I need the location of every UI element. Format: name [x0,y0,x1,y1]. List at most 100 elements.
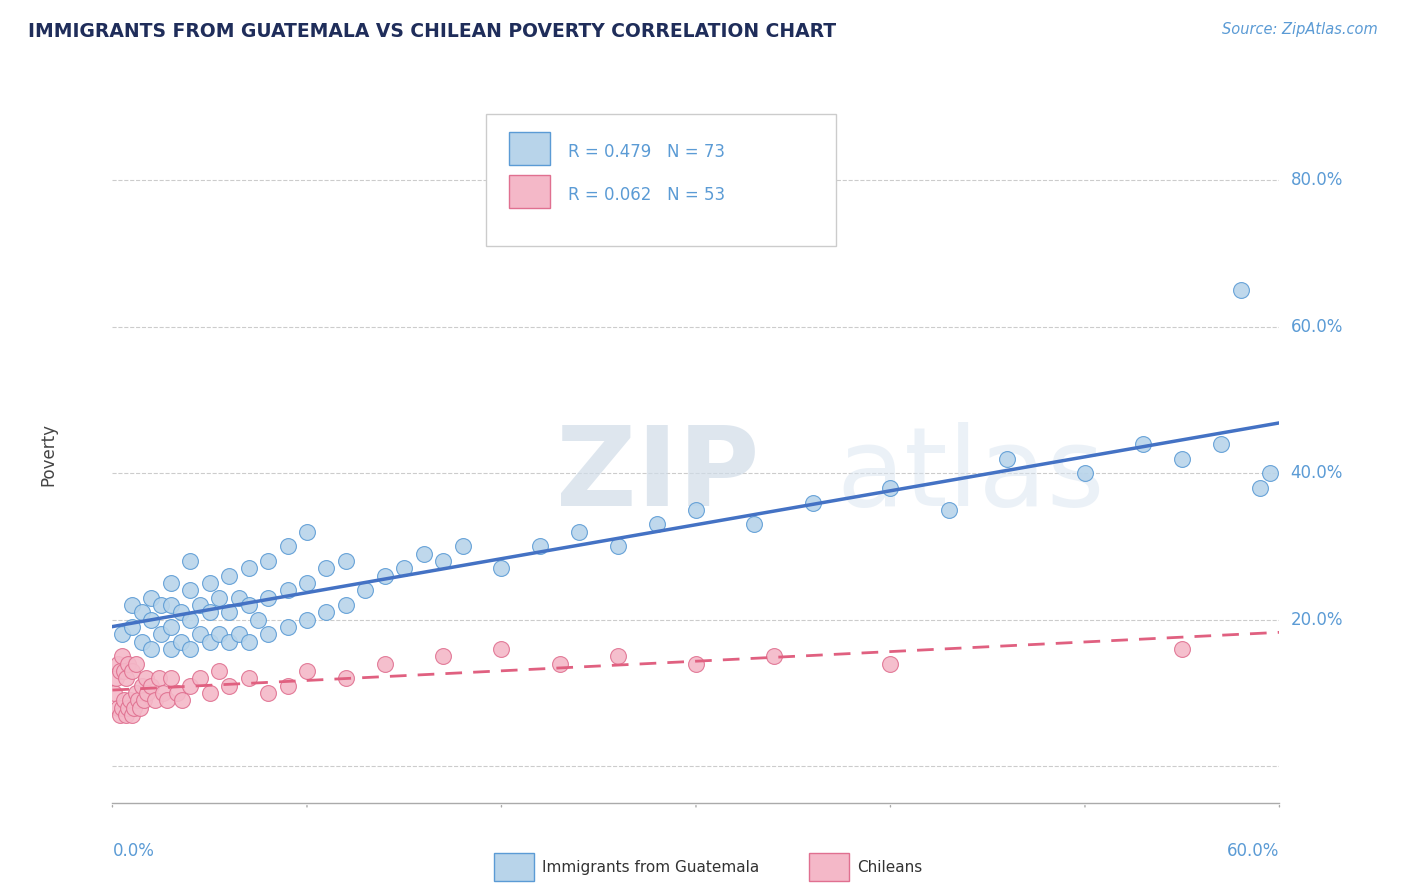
Point [166,686,188,700]
Point [315,561,337,575]
Point [152,686,174,700]
Point [374,568,396,582]
Point [257,591,280,605]
Text: 60.0%: 60.0% [1291,318,1343,335]
Point [141,679,163,693]
Point [938,503,960,517]
Point [432,649,454,664]
Point [179,554,201,568]
Point [111,700,134,714]
Point [111,649,134,664]
Text: atlas: atlas [837,422,1105,529]
Point [218,606,240,620]
Point [1258,467,1281,481]
Point [228,591,250,605]
Point [188,627,211,641]
Point [141,642,163,657]
Point [179,613,201,627]
Point [276,620,298,634]
Point [179,642,201,657]
FancyBboxPatch shape [509,175,550,208]
Point [131,679,153,693]
Point [208,627,231,641]
Point [1132,437,1154,451]
Point [172,693,194,707]
Point [491,561,513,575]
Point [529,540,551,554]
Point [122,700,145,714]
Point [103,686,125,700]
Point [150,627,173,641]
Text: 60.0%: 60.0% [1227,842,1279,860]
Point [568,524,591,539]
Point [141,591,163,605]
Point [121,707,143,722]
Point [315,606,337,620]
Point [169,606,191,620]
Point [117,700,139,714]
Point [148,671,170,685]
Point [160,576,183,591]
Point [218,679,240,693]
Text: Chileans: Chileans [858,860,922,875]
Point [136,686,159,700]
Text: 80.0%: 80.0% [1291,171,1343,189]
Point [238,634,260,648]
Point [335,554,357,568]
Point [110,707,132,722]
Point [128,700,150,714]
Point [208,591,231,605]
Point [879,481,901,495]
Point [121,664,143,678]
Point [125,657,148,671]
Text: Source: ZipAtlas.com: Source: ZipAtlas.com [1222,22,1378,37]
Text: Poverty: Poverty [39,424,58,486]
Point [110,664,132,678]
Text: IMMIGRANTS FROM GUATEMALA VS CHILEAN POVERTY CORRELATION CHART: IMMIGRANTS FROM GUATEMALA VS CHILEAN POV… [28,22,837,41]
Point [118,693,141,707]
Point [135,671,157,685]
Point [645,517,668,532]
Point [801,495,824,509]
Point [121,598,143,612]
Text: 20.0%: 20.0% [1291,611,1343,629]
Point [392,561,416,575]
Point [257,554,280,568]
Point [112,664,135,678]
Point [131,634,153,648]
Point [354,583,377,598]
Point [105,671,128,685]
Point [238,561,260,575]
Point [276,540,298,554]
Text: 0.0%: 0.0% [112,842,155,860]
Point [150,598,173,612]
Point [156,693,179,707]
Point [198,576,221,591]
Point [143,693,166,707]
Point [685,657,707,671]
Point [491,642,513,657]
Text: ZIP: ZIP [555,422,759,529]
Point [127,693,149,707]
Point [179,583,201,598]
Point [451,540,474,554]
Point [1229,283,1251,297]
Point [238,598,260,612]
FancyBboxPatch shape [494,853,534,881]
Text: R = 0.062   N = 53: R = 0.062 N = 53 [568,186,724,203]
Point [607,649,630,664]
Text: R = 0.479   N = 73: R = 0.479 N = 73 [568,143,724,161]
Point [198,686,221,700]
Point [112,693,135,707]
Text: 40.0%: 40.0% [1291,464,1343,483]
Point [115,671,138,685]
FancyBboxPatch shape [486,114,837,246]
Point [335,598,357,612]
Point [432,554,454,568]
Point [115,707,138,722]
Point [257,627,280,641]
Point [335,671,357,685]
Point [198,606,221,620]
Point [160,642,183,657]
Point [295,524,318,539]
